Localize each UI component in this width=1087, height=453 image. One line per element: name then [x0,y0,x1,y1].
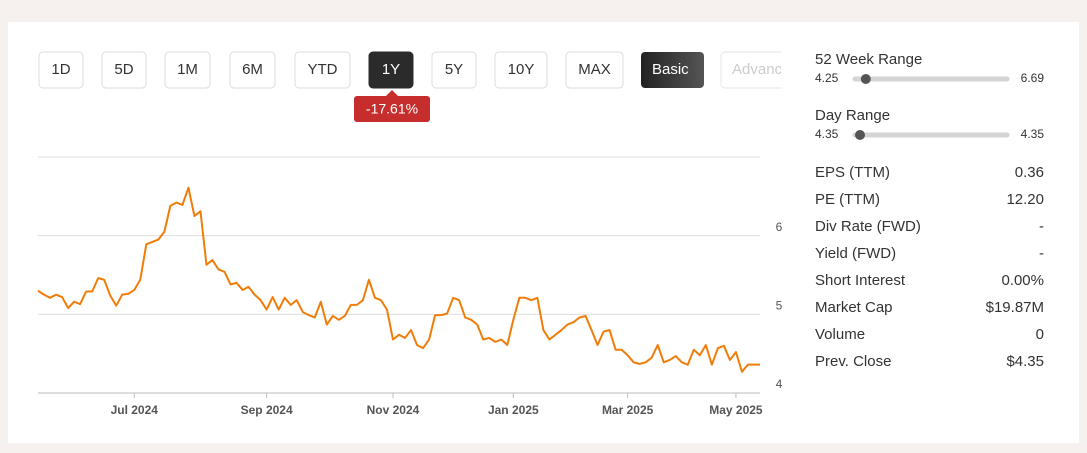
stat-value: $4.35 [1006,353,1044,370]
period-button[interactable] [294,51,351,89]
y-tick-label: 4 [776,377,783,391]
view-button[interactable] [641,52,704,88]
stat-label: Div Rate (FWD) [815,218,921,235]
period-button-label[interactable]: 1D [51,61,70,78]
stat-value: - [1039,245,1044,262]
period-button-label[interactable]: 10Y [508,61,535,78]
badge-pointer [386,90,398,96]
view-toggle: Basic Advanced [641,51,801,89]
stat-value: 0 [1036,326,1044,343]
stat-label: EPS (TTM) [815,164,890,181]
stat-value: 12.20 [1006,191,1044,208]
view-button-label[interactable]: Basic [652,61,689,78]
period-button-label[interactable]: MAX [578,61,611,78]
stat-value: $19.87M [986,299,1044,316]
x-tick-label: May 2025 [709,403,763,417]
card [8,22,1079,443]
period-button[interactable] [431,51,477,89]
y-tick-label: 6 [776,220,783,234]
price-line [37,186,760,373]
period-button[interactable] [101,51,147,89]
period-button-label[interactable]: 1M [177,61,198,78]
stat-label: PE (TTM) [815,191,880,208]
range-low: 4.25 [815,71,839,85]
stat-label: Prev. Close [815,353,891,370]
view-button-label[interactable]: Advanced [732,61,799,78]
period-button[interactable] [229,51,276,89]
range-low: 4.35 [815,127,839,141]
y-tick-label: 5 [776,299,783,313]
period-button[interactable] [368,51,414,89]
period-button-label[interactable]: 1Y [382,61,400,78]
x-tick-label: Nov 2024 [367,403,420,417]
stat-value: 0.00% [1001,272,1044,289]
stat-label: Yield (FWD) [815,245,896,262]
period-button-label[interactable]: YTD [308,61,338,78]
stat-value: - [1039,218,1044,235]
range-high: 6.69 [1021,71,1045,85]
period-button-label[interactable]: 6M [242,61,263,78]
range-label: Day Range [815,107,890,124]
stat-label: Market Cap [815,299,893,316]
stat-value: 0.36 [1015,164,1044,181]
x-tick-label: Jul 2024 [111,403,159,417]
stat-label: Volume [815,326,865,343]
period-button[interactable] [494,51,548,89]
period-button[interactable] [565,51,624,89]
range-marker [855,130,865,140]
change-badge-label: -17.61% [366,101,418,117]
x-tick-label: Jan 2025 [488,403,539,417]
x-tick-label: Sep 2024 [241,403,293,417]
change-badge [354,96,430,122]
range-label: 52 Week Range [815,51,922,68]
period-button[interactable] [38,51,84,89]
stat-label: Short Interest [815,272,906,289]
period-button-label[interactable]: 5Y [445,61,463,78]
view-button[interactable] [720,51,801,89]
period-button-label[interactable]: 5D [114,61,133,78]
range-marker [860,74,871,84]
range-high: 4.35 [1021,127,1045,141]
period-button[interactable] [164,51,211,89]
x-tick-label: Mar 2025 [602,403,654,417]
